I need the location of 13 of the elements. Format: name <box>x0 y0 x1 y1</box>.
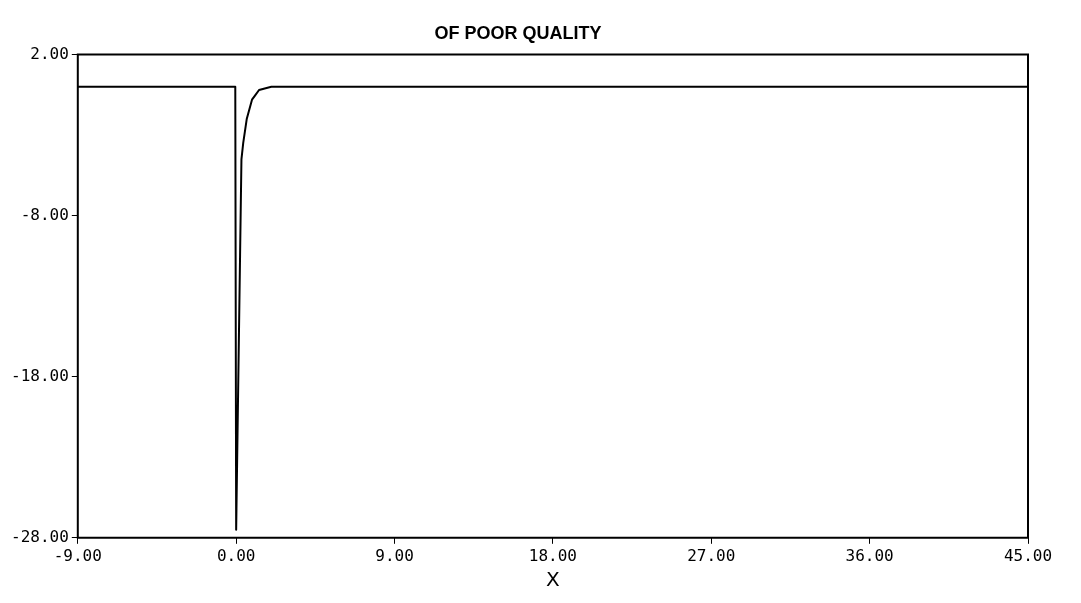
y-tick-label: -18.00 <box>11 365 69 385</box>
chart-title: OF POOR QUALITY <box>434 22 602 43</box>
y-tick-label: -28.00 <box>11 526 69 546</box>
x-tick-label: 45.00 <box>1003 545 1053 565</box>
x-tick-label: 0.00 <box>216 545 256 565</box>
x-tick-label: 9.00 <box>375 545 414 565</box>
x-tick-label: 18.00 <box>528 545 577 565</box>
y-tick-label: 2.00 <box>30 43 69 63</box>
x-axis-title: X <box>546 567 561 592</box>
x-tick-label: 36.00 <box>845 545 894 565</box>
x-tick-label: 27.00 <box>687 545 736 565</box>
x-tick-label: -9.00 <box>53 545 102 565</box>
y-tick-label: -8.00 <box>20 204 69 224</box>
